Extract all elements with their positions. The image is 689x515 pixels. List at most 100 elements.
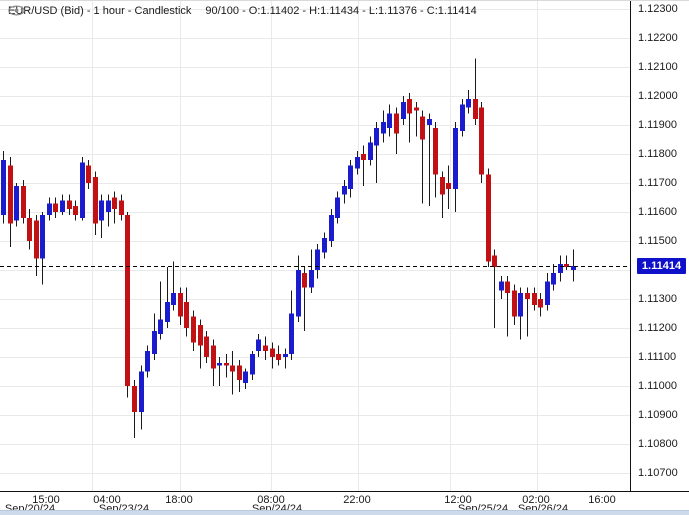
candle-body-down	[505, 281, 510, 294]
chart-title: EUR/USD (Bid) - 1 hour - Candlestick	[8, 5, 192, 17]
time-label: 08:00	[257, 494, 285, 506]
price-axis-label: 1.11000	[638, 380, 677, 392]
price-axis-label: 1.11100	[638, 351, 677, 363]
candle-body-up	[453, 127, 458, 189]
candle-body-up	[145, 351, 150, 372]
candle-body-down	[112, 197, 117, 210]
candle-body-up	[289, 313, 294, 355]
candle-body-up	[14, 185, 19, 221]
candle-body-up	[387, 113, 392, 128]
price-axis-label: 1.10900	[638, 409, 678, 421]
candle-body-down	[73, 206, 78, 215]
candle-body-up	[460, 104, 465, 131]
candlestick-plot[interactable]	[0, 1, 630, 491]
candle-body-up	[99, 200, 104, 221]
candle-body-down	[492, 255, 497, 268]
price-axis-label: 1.11200	[638, 322, 677, 334]
candle-body-up	[427, 119, 432, 125]
candle-body-down	[361, 154, 366, 160]
candle-body-up	[158, 319, 163, 334]
candle-body-up	[217, 362, 222, 366]
time-label: 12:00	[444, 494, 472, 506]
candle-body-up	[152, 330, 157, 355]
candle-body-down	[93, 177, 98, 224]
candle-body-up	[250, 354, 255, 375]
candle-body-up	[466, 98, 471, 108]
price-axis-label: 1.10800	[638, 438, 678, 450]
candle-body-down	[67, 200, 72, 210]
candle-body-up	[499, 281, 504, 291]
candle-body-down	[34, 220, 39, 259]
candle-body-down	[407, 98, 412, 114]
candle-body-up	[80, 162, 85, 218]
candle-body-down	[440, 177, 445, 195]
candle-body-down	[178, 293, 183, 317]
candle-body-up	[571, 265, 576, 270]
candle-body-up	[355, 156, 360, 169]
candle-body-up	[296, 270, 301, 317]
candle-body-down	[302, 272, 307, 288]
price-axis-label: 1.10700	[638, 467, 678, 479]
candle-body-down	[486, 174, 491, 262]
candle-body-up	[545, 281, 550, 305]
candle-body-down	[394, 113, 399, 134]
candle-body-up	[165, 301, 170, 323]
chart-header: EUR/USD (Bid) - 1 hour - Candlestick 90/…	[8, 5, 477, 17]
candle-body-down	[420, 116, 425, 140]
candle-body-down	[230, 365, 235, 372]
price-axis-label: 1.11300	[638, 293, 677, 305]
candle-body-up	[60, 200, 65, 212]
candle-body-down	[538, 299, 543, 308]
candle-body-up	[329, 214, 334, 241]
candle-body-up	[348, 165, 353, 189]
candle-body-down	[191, 316, 196, 343]
chart-bar-info: 90/100 - O:1.11402 - H:1.11434 - L:1.113…	[205, 5, 477, 17]
candle-body-up	[1, 159, 6, 215]
candle-body-up	[322, 238, 327, 253]
price-axis[interactable]: 1.11414 1.12300 1.12200 1.12100 1.12000 1.11…	[630, 1, 689, 491]
date-label: Sep/26/24	[517, 503, 569, 515]
candle-body-down	[86, 165, 91, 183]
chart-plot-area[interactable]: EUR/USD (Bid) - 1 hour - Candlestick 90/…	[0, 1, 630, 491]
candle-body-up	[374, 127, 379, 146]
current-price-badge: 1.11414	[637, 257, 686, 274]
date-label: Sep/24/24	[251, 503, 303, 515]
candle-body-up	[551, 272, 556, 285]
candle-body-up	[139, 371, 144, 413]
price-axis-label: 1.12000	[638, 90, 678, 102]
candle-body-up	[106, 200, 111, 212]
time-label: 15:00	[32, 494, 60, 506]
time-label: 22:00	[343, 494, 371, 506]
candle-body-down	[184, 301, 189, 328]
candle-body-down	[224, 362, 229, 366]
price-axis-label: 1.11500	[638, 235, 677, 247]
price-axis-label: 1.11600	[638, 206, 677, 218]
price-axis-label: 1.11900	[638, 119, 677, 131]
candle-body-down	[564, 264, 569, 268]
candle-body-down	[198, 325, 203, 346]
date-label: Sep/23/24	[98, 503, 150, 515]
candle-body-down	[204, 336, 209, 357]
time-label: 02:00	[522, 494, 550, 506]
candle-body-up	[342, 185, 347, 195]
candle-body-up	[335, 197, 340, 218]
candle-body-down	[53, 203, 58, 212]
candle-body-up	[381, 122, 386, 134]
candle-body-up	[558, 264, 563, 273]
candle-body-down	[473, 98, 478, 120]
candle-body-down	[414, 107, 419, 111]
candle-body-down	[132, 386, 137, 413]
candle-body-down	[27, 217, 32, 241]
time-label: 04:00	[93, 494, 121, 506]
candle-body-down	[276, 354, 281, 360]
date-label: Sep/25/24	[457, 503, 509, 515]
bottom-scroll-strip[interactable]	[0, 510, 689, 515]
candle-body-down	[263, 345, 268, 352]
candle-body-down	[532, 293, 537, 305]
candle-body-down	[479, 107, 484, 175]
price-axis-label: 1.12200	[638, 32, 678, 44]
candle-body-up	[309, 270, 314, 288]
candle-body-up	[256, 339, 261, 352]
candle-body-down	[270, 348, 275, 357]
